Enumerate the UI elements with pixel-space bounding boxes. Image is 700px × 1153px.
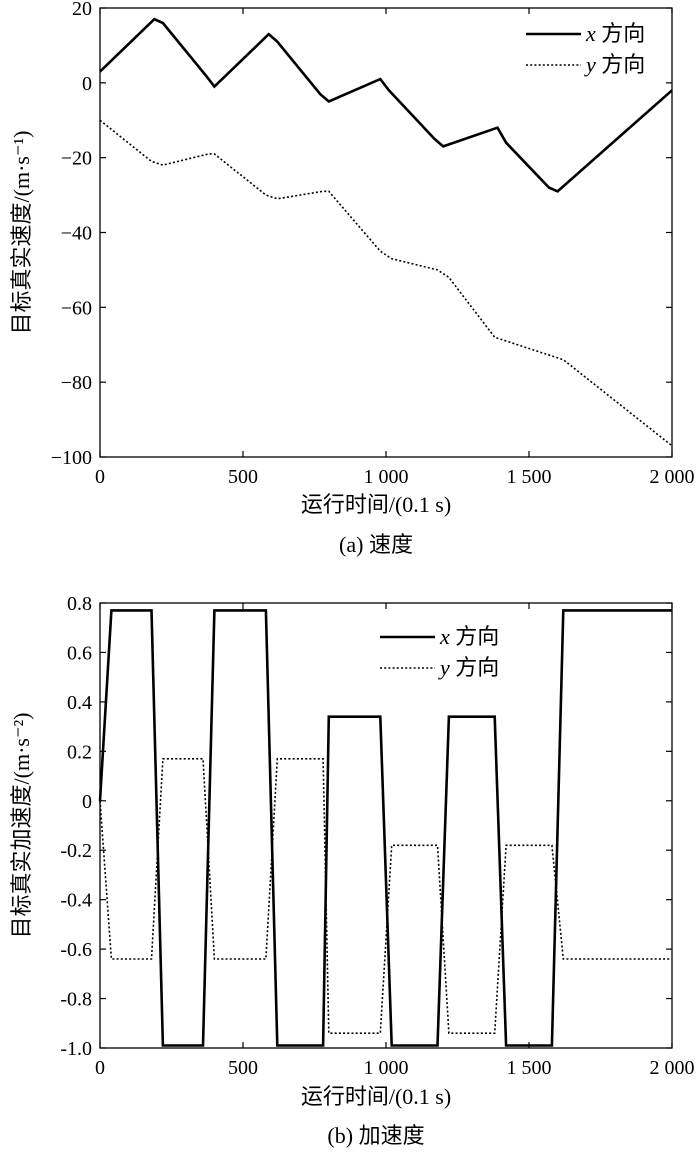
chart-b-ytick-label: 0.8 [67,593,92,615]
chart-a-series-x-line [99,17,673,193]
chart-b-legend: x 方向 y 方向 [380,624,499,680]
chart-a-ytick-label: −100 [51,447,92,469]
chart-b-caption: (b) 加速度 [327,1123,424,1148]
chart-a-xtick-label: 500 [228,466,258,488]
chart-b-xtick-label: 500 [228,1057,258,1079]
chart-a-legend-label: y 方向 [584,52,645,77]
chart-a-ytick-label: −40 [61,223,92,245]
chart-b-xtick-label: 0 [95,1057,105,1079]
chart-b-series-x-line [98,609,672,1047]
chart-b: 0 500 1 000 1 500 2 000 0.8 0.6 0.4 0.2 0 -0.2 -0.4… [9,593,695,1148]
chart-b-ytick-label: 0 [82,791,92,813]
chart-b-ytick-label: -0.8 [60,989,92,1011]
chart-a-series-y-line [99,119,673,447]
chart-b-xtick-label: 1 500 [507,1057,552,1079]
chart-a-legend-label: x 方向 [585,21,645,46]
chart-b-legend-label: y 方向 [438,655,499,680]
chart-b-ytick-label: -0.6 [60,939,92,961]
chart-a-xtick-label: 2 000 [650,466,695,488]
chart-b-legend-label: x 方向 [439,624,499,649]
chart-a-xlabel: 运行时间/(0.1 s) [301,492,451,517]
chart-b-ytick-label: -0.2 [60,840,92,862]
chart-b-xtick-label: 1 000 [364,1057,409,1079]
chart-b-ylabel: 目标真实加速度/(m·s⁻²) [9,713,34,939]
chart-b-ytick-label: -1.0 [60,1038,92,1060]
chart-a-ylabel: 目标真实速度/(m·s⁻¹) [9,131,34,335]
chart-b-ytick-label: 0.4 [67,692,92,714]
chart-b-series-y-line [99,757,672,1034]
chart-b-ytick-label: 0.2 [67,741,92,763]
chart-a-ytick-label: 0 [82,73,92,95]
chart-a-ytick-label: −60 [61,297,92,319]
chart-a-ytick-label: 20 [72,0,92,20]
chart-a-xtick-label: 1 000 [364,466,409,488]
chart-a-ytick-label: −20 [61,148,92,170]
chart-b-ytick-label: -0.4 [60,890,92,912]
chart-b-ytick-label: 0.6 [67,642,92,664]
chart-a-xtick-label: 1 500 [507,466,552,488]
chart-b-xtick-label: 2 000 [650,1057,695,1079]
chart-a-xtick-label: 0 [95,466,105,488]
chart-a-caption: (a) 速度 [339,532,413,557]
chart-a: 0 500 1 000 1 500 2 000 20 0 −20 −40 −60 −80 −100 x … [9,0,695,557]
chart-b-xlabel: 运行时间/(0.1 s) [301,1084,451,1109]
chart-b-plot-frame [99,602,673,1049]
chart-a-legend: x 方向 y 方向 [526,21,645,77]
chart-a-ytick-label: −80 [61,372,92,394]
